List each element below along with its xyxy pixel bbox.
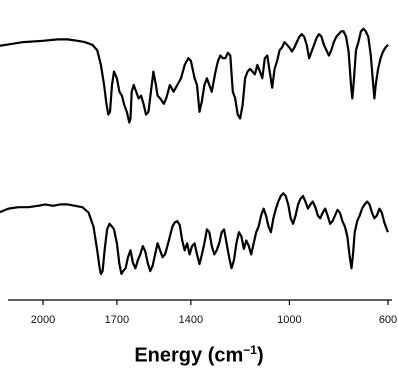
x-tick-label: 1000 <box>277 314 301 326</box>
x-tick-label: 1700 <box>105 314 129 326</box>
x-tick-label: 600 <box>379 314 397 326</box>
x-axis-ticks: 2000 1700 1400 1000 600 <box>31 300 397 326</box>
spectrum-line-2 <box>0 192 390 275</box>
spectrum-line-1 <box>0 27 389 124</box>
x-axis-label: Energy (cm−1) <box>134 343 264 367</box>
x-tick-label: 2000 <box>31 314 55 326</box>
x-tick-label: 1400 <box>179 314 203 326</box>
series-layer <box>0 27 390 275</box>
